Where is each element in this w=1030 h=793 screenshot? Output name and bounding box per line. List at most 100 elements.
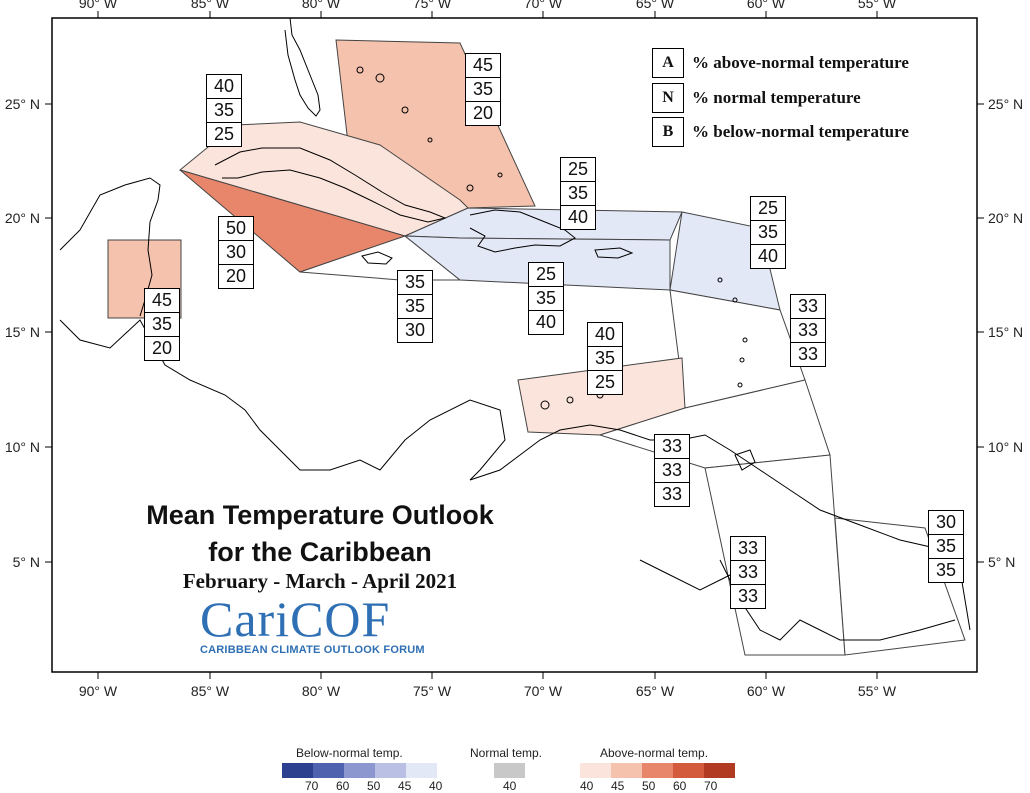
lon-tick-top: 55° W [858,0,897,11]
prob-above: 25 [535,264,557,284]
coastline-hispaniola [469,209,576,253]
lat-tick-right: 20° N [988,210,1023,226]
coastline-trinidad [734,449,756,471]
prob-normal: 35 [588,346,622,370]
scale-label: 60 [336,779,350,793]
prob-below: 20 [219,264,253,288]
prob-below: 20 [466,101,500,125]
lon-tick-top: 75° W [413,0,452,11]
prob-box-french-guiana: 30 35 35 [928,510,964,583]
prob-below: 40 [529,310,563,334]
prob-box-hispaniola-south: 25 35 40 [528,262,564,335]
scale-label: 50 [367,779,381,793]
island-marker [737,382,743,388]
scale-title-below: Below-normal temp. [296,746,403,760]
legend-text: % normal temperature [692,88,861,107]
prob-below: 35 [929,558,963,582]
lat-tick-left: 15° N [5,324,40,340]
prob-normal: 35 [145,312,179,336]
island-marker [356,66,364,74]
lon-tick-bottom: 90° W [79,683,118,699]
scale-swatch-above [704,763,735,778]
prob-box-cayman: 50 30 20 [218,216,254,289]
prob-box-cuba-east: 40 35 25 [206,74,242,147]
lat-tick-left: 25° N [5,96,40,112]
prob-box-guyana: 33 33 33 [730,536,766,609]
legend-key: B [652,117,684,147]
prob-box-jamaica: 35 35 30 [397,270,433,343]
prob-below: 20 [145,336,179,360]
lon-tick-bottom: 80° W [302,683,341,699]
scale-swatch-above [673,763,704,778]
map-subtitle: for the Caribbean [208,537,432,567]
coastline-guianas-interior [719,559,956,641]
scale-title-above: Above-normal temp. [600,746,709,760]
lat-tick-right: 25° N [988,96,1023,112]
coastline-venezuela-interior [639,559,741,591]
lat-tick-right: 15° N [988,324,1023,340]
prob-above: 40 [213,76,235,96]
prob-box-windward: 33 33 33 [790,294,826,367]
scale-swatch-above [580,763,611,778]
prob-normal: 33 [791,318,825,342]
scale-label: 45 [398,779,412,793]
legend-key: A [652,48,684,78]
prob-above: 45 [151,290,173,310]
prob-below: 25 [588,370,622,394]
island-marker [732,297,738,303]
lon-tick-top: 60° W [747,0,786,11]
island-marker [497,172,503,178]
coastline-cuba [214,147,447,223]
prob-above: 40 [594,324,616,344]
prob-box-abc-islands: 40 35 25 [587,322,623,395]
prob-below: 33 [655,482,689,506]
island-marker [427,137,433,143]
prob-box-trinidad: 33 33 33 [654,434,690,507]
lon-tick-bottom: 75° W [413,683,452,699]
prob-box-bahamas: 45 35 20 [465,53,501,126]
prob-normal: 35 [207,98,241,122]
legend-text: % above-normal temperature [692,53,909,72]
coastline-puerto-rico [594,247,634,259]
island-marker [401,106,409,114]
map-frame [51,17,978,673]
lon-tick-top: 85° W [191,0,230,11]
prob-below: 40 [751,244,785,268]
prob-box-belize: 45 35 20 [144,288,180,361]
island-marker [375,73,385,83]
scale-swatch-below [313,763,344,778]
map-period: February - March - April 2021 [182,569,458,593]
scale-swatch-below [375,763,406,778]
prob-normal: 35 [466,77,500,101]
prob-box-hispaniola-north: 25 35 40 [560,157,596,230]
prob-above: 30 [935,512,957,532]
scale-title-normal: Normal temp. [470,746,543,760]
lon-tick-top: 70° W [524,0,563,11]
legend-row-normal: N % normal temperature [652,83,861,113]
prob-normal: 30 [219,240,253,264]
prob-below: 25 [207,122,241,146]
lon-tick-top: 80° W [302,0,341,11]
scale-label: 70 [704,779,718,793]
prob-above: 33 [661,436,683,456]
island-marker [466,184,474,192]
scale-swatch-below [282,763,313,778]
lat-tick-right: 10° N [988,439,1023,455]
coastline-jamaica [361,251,393,265]
prob-normal: 35 [529,286,563,310]
island-marker [540,400,550,410]
lon-tick-bottom: 65° W [636,683,675,699]
prob-normal: 33 [731,560,765,584]
island-marker [717,277,723,283]
scale-label: 40 [580,779,594,793]
prob-normal: 35 [398,294,432,318]
prob-above: 50 [225,218,247,238]
prob-normal: 35 [929,534,963,558]
scale-label: 45 [611,779,625,793]
prob-above: 33 [797,296,819,316]
prob-box-leeward: 25 35 40 [750,196,786,269]
prob-normal: 35 [751,220,785,244]
map-title: Mean Temperature Outlook [146,500,494,530]
scale-label: 40 [429,779,443,793]
lat-tick-left: 20° N [5,210,40,226]
